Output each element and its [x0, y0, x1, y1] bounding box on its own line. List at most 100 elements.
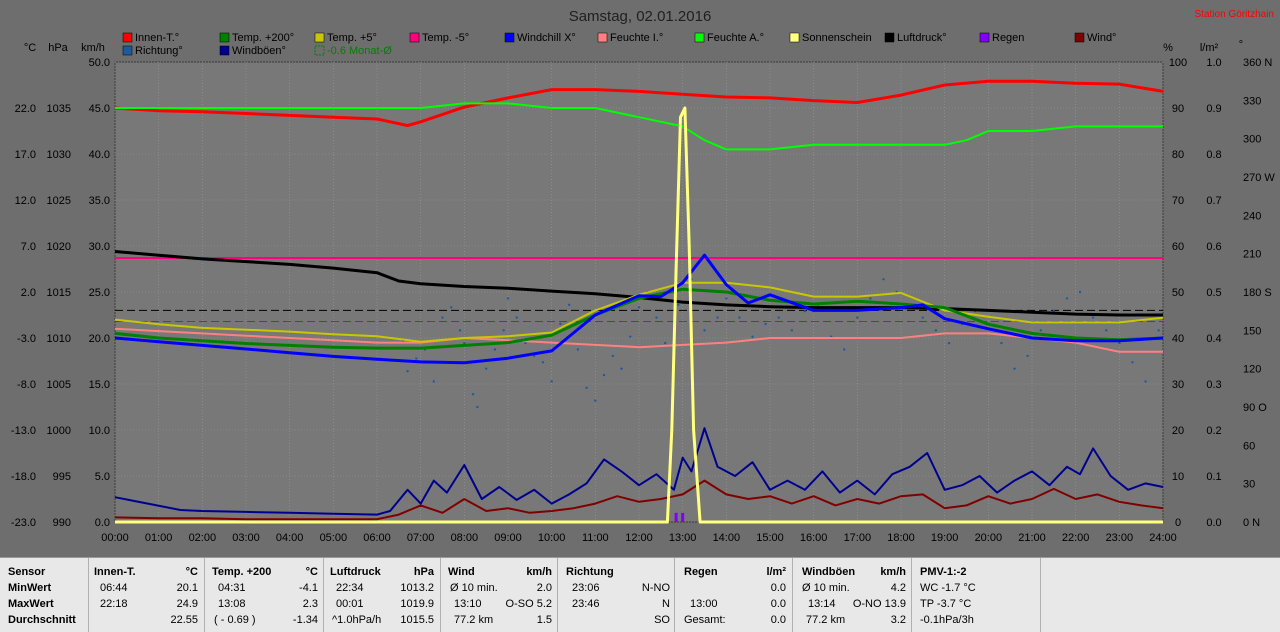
tick-label-degree: 270 W	[1243, 172, 1275, 184]
tick-label-hpa: 1025	[47, 195, 71, 207]
tick-label-degree: 0 N	[1243, 517, 1260, 529]
direction-point	[1105, 329, 1108, 332]
stats-wind-avg10-label: Ø 10 min.	[450, 582, 498, 594]
tick-label-degree: 150	[1243, 325, 1261, 337]
direction-point	[934, 329, 938, 332]
direction-point	[677, 303, 680, 306]
direction-point	[585, 386, 588, 390]
series-line	[114, 253, 1164, 365]
tick-label-rain: 0.8	[1206, 149, 1221, 161]
tick-label-time: 05:00	[320, 532, 348, 544]
legend-label: Luftdruck°	[897, 32, 947, 44]
axis-label-hpa: hPa	[48, 42, 68, 54]
tick-label-percent: 20	[1172, 425, 1184, 437]
tick-label-time: 15:00	[756, 532, 784, 544]
tick-label-time: 14:00	[713, 532, 741, 544]
tick-label-time: 12:00	[625, 532, 653, 544]
stats-sensor-title: Sensor	[8, 566, 46, 578]
stats-richtung-min-time: 23:06	[572, 582, 600, 594]
stats-pmv-windchill: WC -1.7 °C	[920, 582, 976, 594]
stats-wind-max-value: O-SO 5.2	[505, 598, 552, 610]
stats-richtung-title: Richtung	[566, 566, 614, 578]
series-line	[114, 479, 1164, 521]
tick-label-percent: 100	[1169, 57, 1187, 69]
direction-point	[611, 354, 614, 358]
tick-label-celsius: 17.0	[15, 149, 36, 161]
column-divider	[557, 558, 558, 632]
direction-point	[921, 316, 925, 319]
stats-luftdruck-avg-value: 1015.5	[400, 614, 434, 626]
stats-innen-min-value: 20.1	[176, 582, 198, 594]
stats-innen-title: Innen-T.	[94, 566, 136, 578]
stats-regen-max-time: 13:00	[690, 598, 718, 610]
column-divider	[674, 558, 675, 632]
tick-label-time: 04:00	[276, 532, 304, 544]
direction-point	[764, 322, 767, 326]
tick-label-kmh: 40.0	[89, 149, 110, 161]
direction-point	[1131, 361, 1134, 364]
stats-luftdruck-title: Luftdruck	[330, 566, 381, 578]
legend-marker	[504, 32, 515, 43]
direction-point	[777, 316, 780, 319]
direction-point	[524, 341, 527, 345]
tick-label-percent: 40	[1172, 333, 1184, 345]
direction-point	[1039, 329, 1042, 332]
tick-label-time: 03:00	[232, 532, 260, 544]
direction-point	[620, 367, 623, 370]
tick-label-degree: 90 O	[1243, 402, 1267, 414]
direction-point	[1118, 341, 1121, 345]
tick-label-time: 21:00	[1018, 532, 1046, 544]
tick-label-time: 06:00	[363, 532, 391, 544]
stats-innen-max-time: 22:18	[100, 598, 128, 610]
tick-label-rain: 0.4	[1206, 333, 1221, 345]
legend-marker	[884, 32, 895, 43]
tick-label-percent: 60	[1172, 241, 1184, 253]
tick-label-time: 07:00	[407, 532, 435, 544]
legend-label: Windchill X°	[517, 32, 576, 44]
column-divider	[911, 558, 912, 632]
stats-luftdruck-max-value: 1019.9	[400, 598, 434, 610]
tick-label-kmh: 35.0	[89, 195, 110, 207]
direction-point	[856, 316, 859, 319]
direction-point	[751, 335, 754, 338]
axis-label-degree: °	[1239, 39, 1243, 51]
stats-row-min: MinWert	[8, 582, 52, 594]
legend-marker	[979, 32, 990, 43]
tick-label-time: 00:00	[101, 532, 129, 544]
tick-label-celsius: -13.0	[11, 425, 36, 437]
tick-label-rain: 0.1	[1206, 471, 1221, 483]
tick-label-rain: 0.3	[1206, 379, 1221, 391]
tick-label-percent: 30	[1172, 379, 1184, 391]
tick-label-celsius: -18.0	[11, 471, 36, 483]
direction-point	[415, 357, 418, 360]
stats-wind-column: Wind km/h Ø 10 min. 2.0 13:10 O-SO 5.2 77.2…	[448, 558, 554, 632]
legend-marker	[314, 45, 325, 56]
tick-label-rain: 0.7	[1206, 195, 1221, 207]
tick-label-rain: 0.9	[1206, 103, 1221, 115]
direction-point	[1091, 316, 1095, 319]
tick-label-kmh: 20.0	[89, 333, 110, 345]
legend-marker	[789, 32, 800, 43]
stats-wind-avg-value: 1.5	[536, 614, 552, 626]
tick-label-degree: 240	[1243, 210, 1261, 222]
legend-label: Innen-T.°	[135, 32, 179, 44]
direction-point	[506, 297, 510, 300]
tick-label-time: 02:00	[189, 532, 217, 544]
stats-windboeen-avg10-value: 4.2	[890, 582, 906, 594]
direction-point	[882, 278, 885, 281]
direction-point	[843, 348, 846, 351]
stats-wind-avg10-value: 2.0	[536, 582, 552, 594]
direction-point	[738, 316, 741, 319]
stats-pmv-dewpoint: TP -3.7 °C	[920, 598, 972, 610]
direction-point	[1013, 367, 1016, 370]
direction-point	[602, 373, 606, 377]
series-line	[114, 79, 1164, 127]
tick-label-time: 22:00	[1062, 532, 1090, 544]
tick-label-rain: 1.0	[1206, 57, 1221, 69]
stats-windboeen-unit: km/h	[880, 566, 906, 578]
direction-point	[541, 361, 545, 364]
column-divider	[204, 558, 205, 632]
direction-point	[576, 348, 580, 351]
direction-point	[790, 329, 794, 332]
direction-point	[493, 348, 497, 351]
